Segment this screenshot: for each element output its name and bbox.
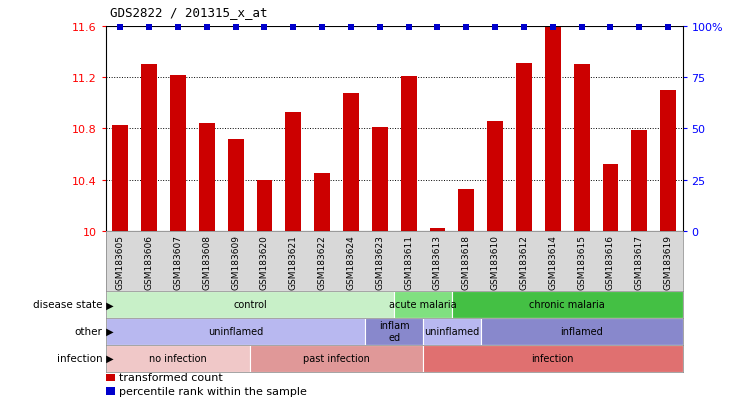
Text: ▶: ▶ [103, 353, 114, 363]
Bar [516, 64, 532, 231]
Bar [574, 65, 590, 231]
Bar [170, 76, 186, 231]
Text: GSM183624: GSM183624 [347, 234, 356, 289]
Text: GSM183622: GSM183622 [318, 234, 326, 289]
Text: ▶: ▶ [103, 326, 114, 337]
Bar [545, 28, 561, 231]
Text: control: control [233, 299, 267, 310]
Text: no infection: no infection [149, 353, 207, 363]
Text: GSM183615: GSM183615 [577, 234, 586, 289]
Text: transformed count: transformed count [119, 373, 223, 382]
Bar [250, 345, 423, 372]
Bar [452, 291, 683, 318]
Bar [314, 174, 330, 231]
Text: disease state: disease state [33, 299, 102, 310]
Bar [343, 93, 359, 231]
Text: GSM183617: GSM183617 [635, 234, 644, 289]
Bar [401, 77, 417, 231]
Bar [458, 189, 474, 231]
Text: uninflamed: uninflamed [208, 326, 264, 337]
Text: GSM183614: GSM183614 [548, 234, 557, 289]
Text: infection: infection [56, 353, 102, 363]
Bar [285, 112, 301, 231]
Bar [106, 291, 394, 318]
Text: inflamed: inflamed [560, 326, 603, 337]
Text: ▶: ▶ [103, 299, 114, 310]
Text: GSM183611: GSM183611 [404, 234, 413, 289]
Text: GSM183610: GSM183610 [491, 234, 499, 289]
Bar [106, 387, 115, 395]
Bar [423, 345, 683, 372]
Text: percentile rank within the sample: percentile rank within the sample [119, 386, 307, 396]
Text: GSM183612: GSM183612 [520, 234, 529, 289]
Bar [366, 318, 423, 345]
Bar [372, 128, 388, 231]
Bar [112, 125, 128, 231]
Text: GSM183619: GSM183619 [664, 234, 672, 289]
Bar [228, 139, 244, 231]
Text: GSM183618: GSM183618 [462, 234, 471, 289]
Text: GSM183609: GSM183609 [231, 234, 240, 289]
Text: GSM183608: GSM183608 [202, 234, 211, 289]
Text: GDS2822 / 201315_x_at: GDS2822 / 201315_x_at [110, 7, 267, 19]
Text: inflam
ed: inflam ed [379, 320, 410, 342]
Text: chronic malaria: chronic malaria [529, 299, 605, 310]
Text: GSM183613: GSM183613 [433, 234, 442, 289]
Text: acute malaria: acute malaria [389, 299, 457, 310]
Bar [660, 91, 676, 231]
Text: past infection: past infection [303, 353, 370, 363]
Bar [423, 318, 481, 345]
Text: uninflamed: uninflamed [424, 326, 480, 337]
Bar [106, 345, 250, 372]
Text: other: other [74, 326, 102, 337]
Bar [199, 124, 215, 231]
Text: infection: infection [531, 353, 574, 363]
Bar [481, 318, 683, 345]
Text: GSM183620: GSM183620 [260, 234, 269, 289]
Bar [256, 180, 272, 231]
Text: GSM183616: GSM183616 [606, 234, 615, 289]
Text: GSM183606: GSM183606 [145, 234, 153, 289]
Bar [394, 291, 452, 318]
Bar [429, 229, 445, 231]
Bar [602, 165, 618, 231]
Text: GSM183623: GSM183623 [375, 234, 384, 289]
Bar [487, 121, 503, 231]
Bar [631, 131, 648, 231]
Bar [106, 318, 366, 345]
Bar [106, 374, 115, 381]
Bar [141, 65, 157, 231]
Text: GSM183605: GSM183605 [116, 234, 125, 289]
Text: GSM183607: GSM183607 [174, 234, 182, 289]
Text: GSM183621: GSM183621 [289, 234, 298, 289]
